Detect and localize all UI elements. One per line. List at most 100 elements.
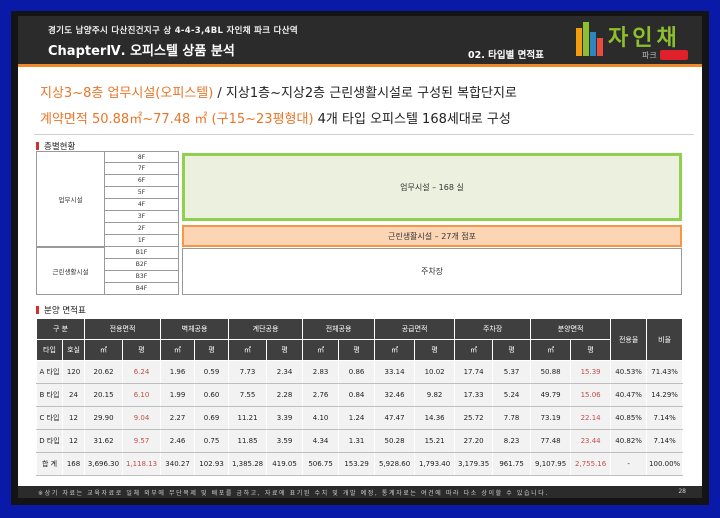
floor-cell: 8F bbox=[104, 151, 179, 163]
table-cell: 340.27 bbox=[160, 452, 196, 476]
table-cell: 40.53% bbox=[610, 360, 648, 384]
table-cell: 4.10 bbox=[302, 406, 340, 430]
table-group-header-row: 구 분 전용면적 벽체공용 계단공용 전체공용 공급면적 주차장 분양면적 전용율 비율 bbox=[35, 318, 684, 361]
table-sub-header: 타입 bbox=[36, 339, 63, 361]
table-cell: A 타입 bbox=[36, 360, 63, 384]
floor-cell: 6F bbox=[104, 175, 179, 187]
section-title: 02. 타입별 면적표 bbox=[468, 50, 544, 61]
table-cell: 11.21 bbox=[228, 406, 268, 430]
floor-cell: 5F bbox=[104, 187, 179, 199]
table-cell: 12 bbox=[61, 406, 86, 430]
table-sub-header: ㎡ bbox=[374, 339, 416, 361]
table-cell: D 타입 bbox=[36, 429, 63, 453]
table-sub-header: ㎡ bbox=[454, 339, 494, 361]
table-sub-header: 호실 bbox=[61, 339, 86, 361]
table-cell: 50.88 bbox=[530, 360, 572, 384]
table-cell: 1.24 bbox=[338, 406, 376, 430]
table-cell: 9,107.95 bbox=[530, 452, 572, 476]
table-row: 합 계 168 3,696.30 1,118.13 340.27 102.93 1,385.… bbox=[36, 452, 684, 476]
table-row: C 타입 12 29.90 9.04 2.27 0.69 11.21 3.39 4.10 1.24… bbox=[36, 406, 684, 430]
table-cell: 2.34 bbox=[266, 360, 304, 384]
table-cell: 73.19 bbox=[530, 406, 572, 430]
floor-cell: 1F bbox=[104, 235, 179, 247]
table-cell: 1,385.28 bbox=[228, 452, 268, 476]
table-cell: 5.24 bbox=[492, 383, 532, 407]
floor-diagram: 업무시설 근린생활시설 8F 7F 6F 5F 4F 3F 2F 1F B1F B2F B3F B4F… bbox=[36, 151, 682, 295]
table-sub-header: 평 bbox=[194, 339, 230, 361]
floor-cell: 4F bbox=[104, 199, 179, 211]
table-cell: 33.14 bbox=[374, 360, 416, 384]
table-cell: - bbox=[610, 452, 648, 476]
table-sub-header: 평 bbox=[266, 339, 304, 361]
floor-cell: B1F bbox=[104, 247, 179, 259]
retail-zone: 근린생활시설 – 27개 점포 bbox=[182, 225, 682, 247]
headline-2-highlight: 계약면적 50.88㎡~77.48 ㎡ (구15~23평형대) bbox=[40, 112, 314, 127]
floor-cell: 7F bbox=[104, 163, 179, 175]
table-sub-header: ㎡ bbox=[530, 339, 572, 361]
table-group-header: 전용면적 bbox=[84, 318, 162, 340]
table-sub-header: ㎡ bbox=[160, 339, 196, 361]
table-cell: 9.57 bbox=[122, 429, 162, 453]
table-cell: 2.28 bbox=[266, 383, 304, 407]
table-sub-header: ㎡ bbox=[84, 339, 124, 361]
table-sub-header: 평 bbox=[122, 339, 162, 361]
table-cell: 71.43% bbox=[646, 360, 684, 384]
table-cell: 0.86 bbox=[338, 360, 376, 384]
floor-cell: B4F bbox=[104, 283, 179, 295]
table-cell: 15.21 bbox=[414, 429, 456, 453]
office-zone: 업무시설 – 168 실 bbox=[182, 153, 682, 221]
table-cell: 14.36 bbox=[414, 406, 456, 430]
table-cell: 22.14 bbox=[570, 406, 612, 430]
area-section-label: 분양 면적표 bbox=[36, 304, 86, 316]
table-group-header: 구 분 bbox=[35, 318, 86, 340]
table-cell: 9.82 bbox=[414, 383, 456, 407]
table-cell: 2,755.16 bbox=[570, 452, 612, 476]
table-cell: 9.04 bbox=[122, 406, 162, 430]
table-cell: 15.39 bbox=[570, 360, 612, 384]
table-cell: 1.96 bbox=[160, 360, 196, 384]
table-cell: 14.29% bbox=[646, 383, 684, 407]
table-sub-header: 평 bbox=[414, 339, 456, 361]
floor-section-label: 층별현황 bbox=[36, 140, 75, 152]
brand-logo: 자인채 파크 bbox=[576, 20, 696, 64]
table-group-header: 벽체공용 bbox=[160, 318, 230, 340]
footer-note: ※상기 자료는 교육자료로 일체 외부에 무단복제 및 배포를 금하고, 자료에… bbox=[38, 490, 549, 497]
table-cell: 419.05 bbox=[266, 452, 304, 476]
headline-1-text: / 지상1층~지상2층 근린생활시설로 구성된 복합단지로 bbox=[213, 86, 517, 101]
area-table: 구 분 전용면적 벽체공용 계단공용 전체공용 공급면적 주차장 분양면적 전용율 비율 타입 호실… bbox=[35, 318, 684, 476]
table-cell: 5,928.60 bbox=[374, 452, 416, 476]
table-cell: 3.59 bbox=[266, 429, 304, 453]
table-cell: 4.34 bbox=[302, 429, 340, 453]
table-cell: 0.59 bbox=[194, 360, 230, 384]
footer-bar: ※상기 자료는 교육자료로 일체 외부에 무단복제 및 배포를 금하고, 자료에… bbox=[18, 486, 702, 498]
table-cell: 2.83 bbox=[302, 360, 340, 384]
table-cell: 40.82% bbox=[610, 429, 648, 453]
table-sub-header: 평 bbox=[338, 339, 376, 361]
header-subtitle: 경기도 남양주시 다산진건지구 상 4-4-3,4BL 자인채 파크 다산역 bbox=[48, 26, 298, 36]
table-cell: 5.37 bbox=[492, 360, 532, 384]
table-cell: 17.74 bbox=[454, 360, 494, 384]
page-number: 28 bbox=[678, 488, 686, 495]
retail-group-label: 근린생활시설 bbox=[36, 247, 104, 295]
table-cell: 3,696.30 bbox=[84, 452, 124, 476]
table-cell: 47.47 bbox=[374, 406, 416, 430]
headline-line-1: 지상3~8층 업무시설(오피스텔) / 지상1층~지상2층 근린생활시설로 구성… bbox=[40, 82, 517, 101]
table-cell: 961.75 bbox=[492, 452, 532, 476]
table-cell: 0.69 bbox=[194, 406, 230, 430]
slide-page: 경기도 남양주시 다산진건지구 상 4-4-3,4BL 자인채 파크 다산역 C… bbox=[18, 16, 702, 498]
table-cell: 27.20 bbox=[454, 429, 494, 453]
header-bar: 경기도 남양주시 다산진건지구 상 4-4-3,4BL 자인채 파크 다산역 C… bbox=[18, 16, 702, 64]
table-cell: 25.72 bbox=[454, 406, 494, 430]
table-group-header: 계단공용 bbox=[228, 318, 304, 340]
table-cell: 2.46 bbox=[160, 429, 196, 453]
table-cell: 2.76 bbox=[302, 383, 340, 407]
table-group-header: 전체공용 bbox=[302, 318, 376, 340]
headline-2-text: 4개 타입 오피스텔 168세대로 구성 bbox=[313, 112, 511, 127]
table-row: B 타입 24 20.15 6.10 1.99 0.60 7.55 2.28 2.76 0.84 3… bbox=[36, 383, 684, 407]
table-cell: 0.84 bbox=[338, 383, 376, 407]
table-cell: 3.39 bbox=[266, 406, 304, 430]
table-sub-header: ㎡ bbox=[302, 339, 340, 361]
table-cell: 0.60 bbox=[194, 383, 230, 407]
table-cell: 3,179.35 bbox=[454, 452, 494, 476]
floor-cell: B3F bbox=[104, 271, 179, 283]
